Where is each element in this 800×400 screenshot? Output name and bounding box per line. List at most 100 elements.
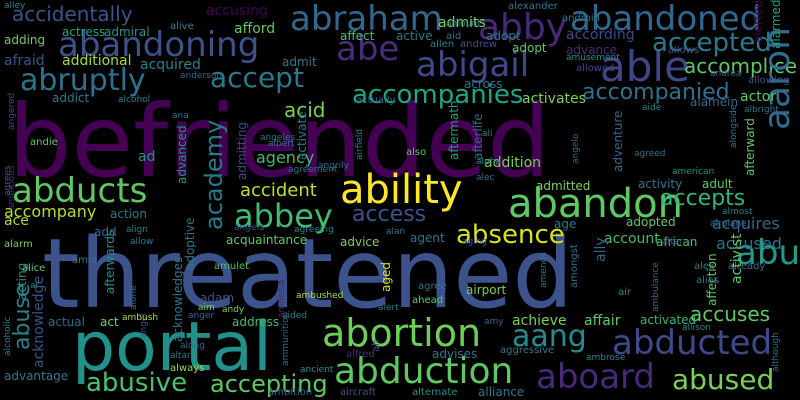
cloud-word: alliance: [478, 385, 525, 399]
cloud-word: anderson: [180, 71, 223, 81]
cloud-word: threatened: [42, 218, 574, 330]
cloud-word: altar: [170, 351, 191, 361]
cloud-word: active: [396, 29, 433, 43]
cloud-word: agrees: [3, 165, 13, 197]
cloud-word: accuses: [690, 302, 771, 326]
cloud-word: ambition: [268, 387, 313, 398]
cloud-word: affect: [340, 29, 375, 43]
cloud-word: albert: [268, 139, 295, 149]
cloud-word: advantage: [4, 369, 69, 383]
cloud-word: alive: [170, 21, 194, 32]
cloud-word: agree: [418, 281, 447, 292]
cloud-word: aging: [462, 237, 488, 247]
cloud-word: addition: [484, 155, 542, 171]
cloud-word: agreeing: [294, 225, 334, 235]
cloud-word: accomplice: [684, 54, 798, 78]
cloud-word: alert: [378, 303, 399, 313]
cloud-word: abby: [478, 7, 568, 48]
cloud-word: alan: [386, 227, 406, 237]
cloud-word: accepts: [660, 186, 746, 211]
cloud-word: amy: [484, 317, 504, 327]
cloud-word: airport: [466, 283, 507, 297]
cloud-word: adult: [702, 177, 733, 191]
cloud-word: allowing: [748, 75, 790, 86]
cloud-word: aang: [512, 319, 587, 354]
cloud-word: afterwards: [103, 229, 117, 294]
cloud-word: actually: [356, 95, 396, 106]
cloud-word: although: [771, 332, 781, 372]
cloud-word: adventure: [611, 110, 625, 172]
cloud-word: abducts: [12, 171, 148, 211]
cloud-word: agreement: [288, 165, 338, 175]
cloud-word: ambulance: [651, 262, 661, 312]
cloud-word: alerted: [751, 0, 765, 43]
cloud-word: abruptly: [20, 63, 146, 98]
cloud-word: access: [352, 202, 427, 227]
cloud-word: allison: [682, 323, 711, 333]
cloud-word: almost: [722, 207, 753, 217]
cloud-word: al: [30, 281, 39, 291]
cloud-word: angrily: [318, 161, 349, 171]
cloud-word: adopted: [626, 215, 676, 229]
cloud-word: adding: [4, 33, 46, 47]
cloud-word: activist: [729, 233, 745, 284]
cloud-word: amount: [446, 19, 481, 29]
cloud-word: actual: [48, 315, 85, 329]
cloud-word: also: [406, 147, 427, 158]
cloud-word: aggressive: [500, 345, 555, 356]
cloud-word: activated: [640, 313, 697, 327]
cloud-word: angela: [234, 223, 265, 233]
cloud-word: ambush: [122, 313, 159, 323]
cloud-word: amusement: [566, 53, 620, 63]
cloud-word: adoptive: [183, 217, 197, 270]
cloud-word: alias: [696, 275, 720, 286]
cloud-word: ambushed: [296, 291, 344, 301]
cloud-word: accident: [240, 180, 317, 201]
cloud-word: accusing: [206, 3, 268, 19]
cloud-word: aboard: [536, 357, 656, 397]
cloud-word: allow: [130, 237, 154, 247]
cloud-word: alec: [476, 173, 495, 183]
cloud-word: aftermath: [447, 100, 461, 160]
cloud-word: account: [604, 231, 660, 247]
cloud-word: alpha: [476, 157, 501, 167]
cloud-word: action: [110, 207, 147, 221]
cloud-word: along: [180, 341, 205, 351]
cloud-word: alfred: [346, 349, 375, 360]
cloud-word: activity: [638, 177, 683, 191]
cloud-word: adopt: [512, 41, 547, 55]
cloud-word: abandon: [508, 181, 683, 227]
cloud-word: activates: [522, 91, 586, 107]
cloud-word: ability: [340, 167, 463, 213]
cloud-word: ally: [593, 237, 609, 262]
cloud-word: alamein: [690, 95, 739, 109]
cloud-word: alex: [694, 261, 715, 272]
cloud-word: abbey: [234, 197, 333, 235]
cloud-word: address: [232, 315, 280, 329]
cloud-word: aged: [379, 262, 393, 292]
cloud-word: actress: [62, 25, 106, 39]
cloud-word: aim: [198, 303, 215, 313]
cloud-word: able: [600, 42, 690, 91]
cloud-word: activate: [295, 111, 309, 160]
cloud-word: act: [100, 315, 119, 329]
cloud-word: agency: [256, 148, 315, 167]
cloud-word: befriended: [8, 83, 551, 200]
cloud-word: angeles: [260, 133, 296, 143]
cloud-word: afterward: [743, 118, 757, 176]
cloud-word: acknowledges: [171, 256, 185, 342]
cloud-word: advanced: [175, 125, 189, 184]
cloud-word: ahead: [412, 295, 444, 306]
cloud-word: alley: [4, 1, 26, 11]
cloud-word: alcohol: [118, 95, 151, 105]
cloud-word: alexander: [508, 1, 558, 12]
cloud-word: abduction: [334, 351, 514, 392]
cloud-word: portal: [72, 308, 272, 387]
cloud-word: academy: [200, 119, 228, 230]
cloud-word: abu: [736, 233, 800, 273]
cloud-word: amnesia: [277, 279, 287, 318]
cloud-word: airfield: [355, 128, 365, 160]
cloud-word: aid: [446, 31, 462, 42]
cloud-word: alone: [129, 285, 139, 310]
